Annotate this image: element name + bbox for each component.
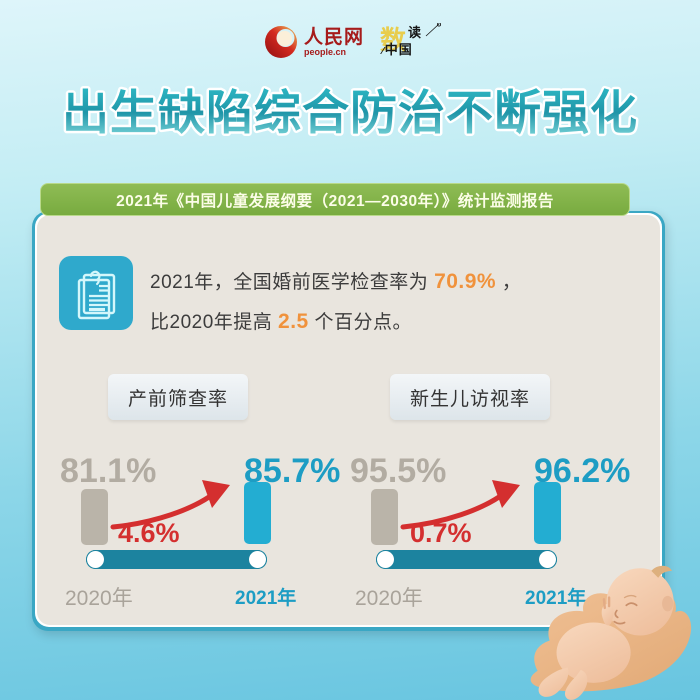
svg-text:出生缺陷综合防治不断强化: 出生缺陷综合防治不断强化 [62, 86, 638, 139]
